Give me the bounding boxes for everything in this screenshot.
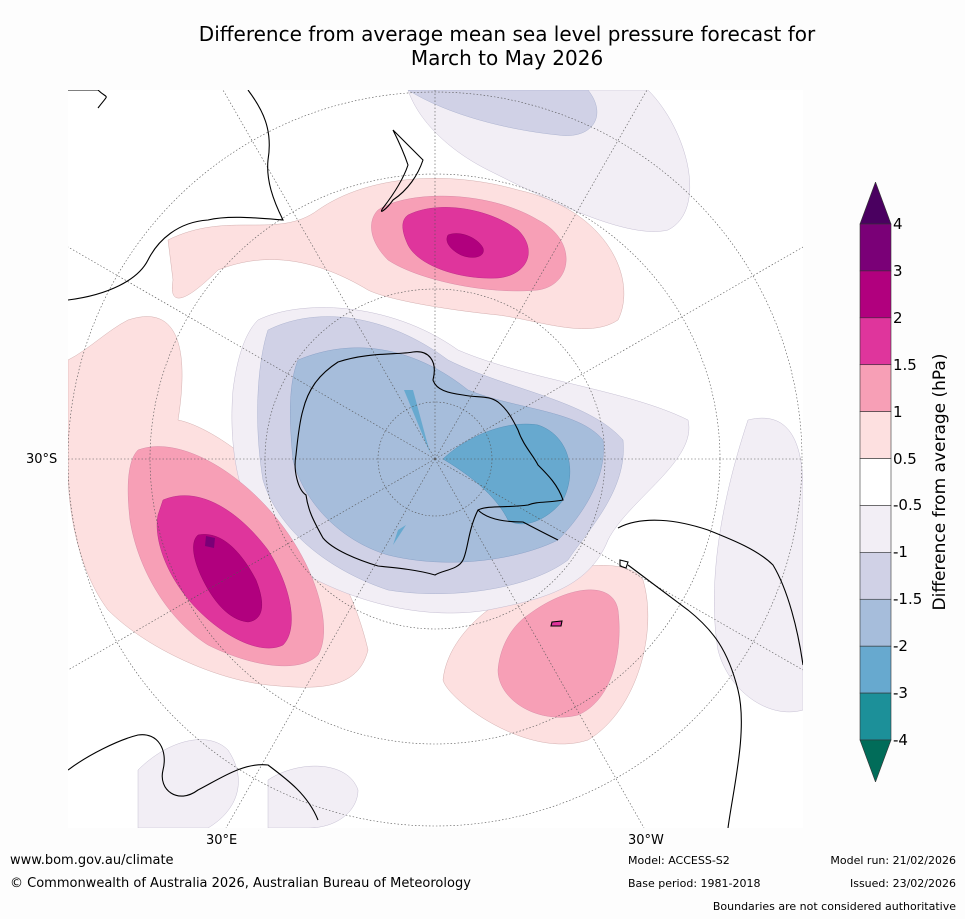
colorbar-bin [859,458,892,506]
meridian-150w [434,90,648,460]
polar-map [68,90,803,828]
colorbar-tick-label: -1.5 [893,590,923,609]
longitude-label-30w: 30°W [628,833,664,848]
coastlines [68,90,803,828]
australia-coast [68,90,284,301]
pressure-contours [68,90,803,828]
contour-low-north--0.5 [407,90,690,232]
footer-base-period: Base period: 1981-2018 [628,877,761,890]
footer-issued: Issued: 23/02/2026 [849,877,956,890]
colorbar-bin [859,411,892,459]
latitude-label-30s: 30°S [26,452,58,467]
contour-low-north--1 [407,90,598,136]
footer-website[interactable]: www.bom.gov.au/climate [10,853,174,868]
contour-high-atlantic-3 [205,536,215,548]
contour-low-ross--2 [393,525,406,545]
meridian-60e [68,458,436,671]
colorbar [858,181,965,783]
footer-model-run: Model run: 21/02/2026 [830,854,956,867]
colorbar-bin [859,645,892,694]
colorbar-bin [859,505,892,553]
colorbar-tick-label: 0.5 [893,449,917,468]
meridian-120e [68,246,436,460]
colorbar-extend-high [859,181,892,225]
colorbar-tick-label: -4 [893,731,908,749]
new-zealand-coast [380,129,424,212]
colorbar-tick-label: -0.5 [893,496,923,515]
footer-copyright: © Commonwealth of Australia 2026, Austra… [10,876,471,891]
contour-low-sw--0.5 [137,739,239,828]
colorbar-bin [859,692,892,741]
parallel-30s [68,91,803,827]
colorbar-tick-label: 3 [893,261,903,280]
antarctica-coast [294,351,564,576]
south-america-coast [617,519,803,828]
colorbar-bin [859,598,892,647]
colorbar-bin [859,317,892,366]
colorbar-bin [859,270,892,319]
colorbar-tick-label: 1.5 [893,355,917,374]
meridian-60w [434,458,803,671]
map-svg [68,90,803,828]
chart-title-line2: March to May 2026 [410,46,604,70]
colorbar-tick-label: 1 [893,402,903,421]
contour-high-tasman-2 [446,233,484,258]
colorbar-title: Difference from average (hPa) [930,353,950,611]
meridian-150e [222,90,436,460]
south-africa-coast [68,734,319,821]
contour-high-pacific-1 [497,589,620,718]
colorbar-tick-label: -3 [893,684,908,703]
colorbar-tick-label: -1 [893,543,908,562]
footer-model: Model: ACCESS-S2 [628,854,730,867]
meridian-30w [434,458,645,828]
meridian-30e [225,458,436,828]
longitude-label-30e: 30°E [206,833,238,848]
colorbar-bin [859,223,892,272]
colorbar-tick-label: 4 [893,215,903,233]
colorbar-tick-label: -2 [893,637,908,656]
footer-disclaimer: Boundaries are not considered authoritat… [712,900,956,913]
graticule [68,90,803,828]
south-georgia-coast [550,620,563,627]
contour-low-antarctic--2 [442,423,570,525]
colorbar-extend-low [859,739,892,783]
chart-title: Difference from average mean sea level p… [0,22,965,70]
antarctic-peninsula-coast [477,509,559,541]
colorbar-bin [859,364,892,412]
contour-low-wedge--2 [404,390,430,453]
colorbar-tick-label: 2 [893,308,903,327]
contour-low-se--0.5 [714,418,803,713]
colorbar-svg [859,181,892,783]
chart-title-line1: Difference from average mean sea level p… [198,22,816,46]
colorbar-bin [859,552,892,600]
falkland-islands-coast [619,559,629,569]
meridian-120w [434,246,803,460]
